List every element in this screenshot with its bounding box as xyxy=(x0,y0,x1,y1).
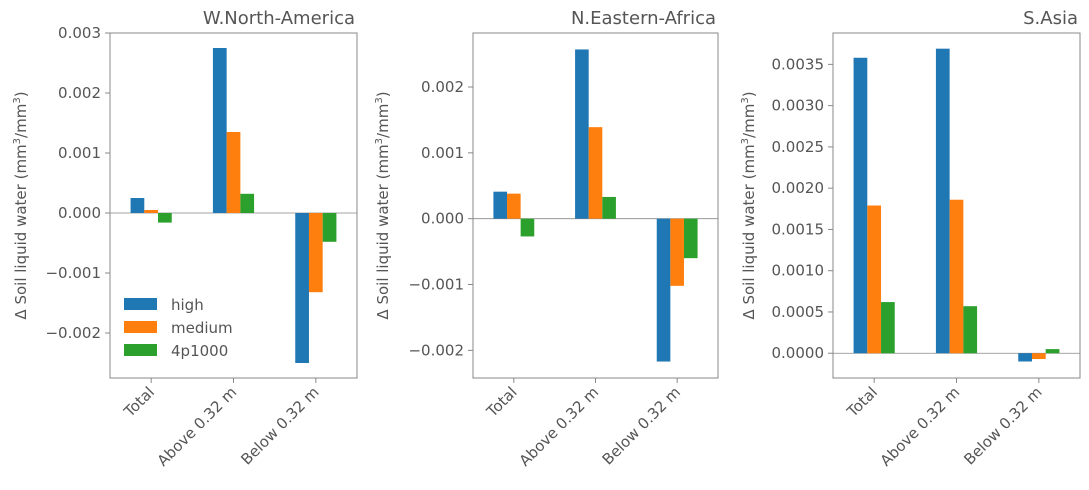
y-tick-label: 0.002 xyxy=(421,78,464,96)
x-tick-label: Total xyxy=(120,383,158,421)
y-axis-label-part: ) xyxy=(740,91,758,97)
y-axis-label-part: ) xyxy=(374,91,392,97)
bar-medium-2 xyxy=(588,127,603,219)
y-tick-label: −0.002 xyxy=(408,341,464,359)
y-axis-label-superscript: 3 xyxy=(12,138,23,144)
y-axis-label-part: /mm xyxy=(374,104,392,138)
bar-4p1000-3 xyxy=(683,218,698,259)
x-tick-label: Below 0.32 m xyxy=(960,383,1045,468)
bar-medium-1 xyxy=(507,193,521,219)
legend-label-medium: medium xyxy=(171,319,233,337)
bar-4p1000-1 xyxy=(158,213,172,223)
bar-medium-2 xyxy=(949,199,964,354)
y-axis-label-part: /mm xyxy=(740,104,758,138)
y-axis-label-superscript: 3 xyxy=(740,138,751,144)
bar-high-1 xyxy=(130,198,145,213)
x-tick-label: Above 0.32 m xyxy=(154,383,241,470)
bar-high-2 xyxy=(212,48,227,213)
bar-4p1000-2 xyxy=(963,306,978,354)
panel-title: S.Asia xyxy=(1023,8,1078,29)
y-tick-label: 0.0015 xyxy=(772,220,825,238)
bar-4p1000-1 xyxy=(881,302,895,354)
bar-medium-1 xyxy=(867,205,882,354)
bar-4p1000-3 xyxy=(1045,349,1060,354)
bar-high-2 xyxy=(575,49,589,219)
y-axis-label-part: /mm xyxy=(12,104,30,138)
y-tick-label: 0.002 xyxy=(58,84,101,102)
y-axis-label-part: Δ Soil liquid water (mm xyxy=(374,144,392,319)
y-tick-label: 0.0035 xyxy=(772,55,825,73)
y-tick-label: 0.003 xyxy=(58,24,101,42)
bar-medium-1 xyxy=(144,210,159,213)
panel-title: N.Eastern-Africa xyxy=(571,8,716,29)
bar-medium-3 xyxy=(1031,353,1046,360)
y-tick-label: −0.001 xyxy=(45,264,101,282)
bar-high-1 xyxy=(853,57,868,354)
legend-swatch-4p1000 xyxy=(124,344,157,356)
y-axis-label-superscript: 3 xyxy=(374,138,385,144)
bar-4p1000-2 xyxy=(240,193,255,213)
y-tick-label: −0.001 xyxy=(408,276,464,294)
y-tick-label: 0.001 xyxy=(58,144,101,162)
bar-4p1000-1 xyxy=(520,218,535,237)
bar-high-1 xyxy=(493,191,508,219)
y-axis-label: Δ Soil liquid water (mm3/mm3) xyxy=(740,91,758,319)
y-tick-label: 0.0025 xyxy=(772,138,825,156)
x-tick-label: Total xyxy=(482,383,520,421)
y-tick-label: 0.001 xyxy=(421,144,464,162)
legend-swatch-high xyxy=(124,298,157,310)
y-axis-label: Δ Soil liquid water (mm3/mm3) xyxy=(12,91,30,319)
y-axis-label: Δ Soil liquid water (mm3/mm3) xyxy=(374,91,392,319)
x-tick-label: Below 0.32 m xyxy=(599,383,684,468)
x-tick-label: Total xyxy=(843,383,881,421)
y-axis-label-superscript: 3 xyxy=(374,97,385,103)
y-tick-label: 0.000 xyxy=(58,204,101,222)
panel-w-north-america: −0.002 −0.001 0.000 0.001 0.002 0.003 TotalAbo… xyxy=(12,8,358,470)
bar-high-3 xyxy=(295,213,309,363)
y-tick-label: 0.0030 xyxy=(772,97,825,115)
y-tick-label: 0.0020 xyxy=(772,179,825,197)
y-tick-label: −0.002 xyxy=(45,324,101,342)
legend-label-high: high xyxy=(171,296,204,314)
bar-high-2 xyxy=(935,48,950,354)
x-tick-label: Above 0.32 m xyxy=(877,383,964,470)
y-axis-label-superscript: 3 xyxy=(740,97,751,103)
y-axis-label-superscript: 3 xyxy=(12,97,23,103)
y-tick-label: 0.0000 xyxy=(772,344,825,362)
y-tick-label: 0.0010 xyxy=(772,262,825,280)
y-axis-label-part: Δ Soil liquid water (mm xyxy=(740,144,758,319)
bar-medium-3 xyxy=(308,213,323,293)
bar-medium-3 xyxy=(670,218,684,286)
y-axis-label-part: ) xyxy=(12,91,30,97)
legend-label-4p1000: 4p1000 xyxy=(171,342,228,360)
legend-swatch-medium xyxy=(124,321,157,333)
x-tick-label: Above 0.32 m xyxy=(516,383,603,470)
panel-title: W.North-America xyxy=(203,8,355,29)
bar-high-3 xyxy=(656,218,671,362)
x-tick-label: Below 0.32 m xyxy=(237,383,322,468)
y-tick-label: 0.0005 xyxy=(772,303,825,321)
y-axis-label-part: Δ Soil liquid water (mm xyxy=(12,144,30,319)
panel-s-asia: 0.0000 0.0005 0.0010 0.0015 0.0020 0.0025 0.00… xyxy=(740,8,1081,470)
bar-4p1000-3 xyxy=(322,213,337,242)
y-tick-label: 0.000 xyxy=(421,210,464,228)
bar-high-3 xyxy=(1018,353,1032,362)
bar-medium-2 xyxy=(226,132,241,213)
bar-4p1000-2 xyxy=(602,196,616,219)
